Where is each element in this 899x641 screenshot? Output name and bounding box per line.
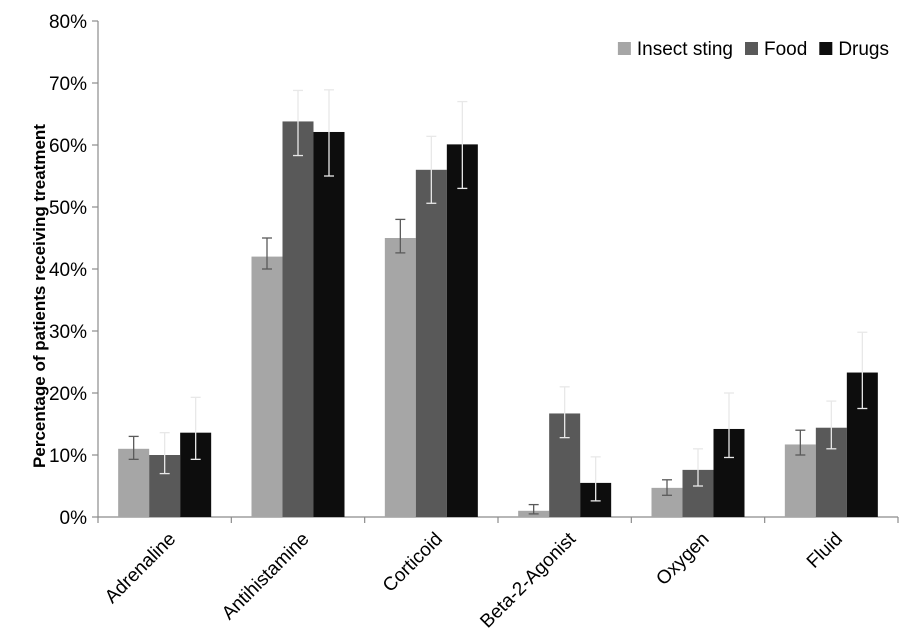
bars-group bbox=[118, 121, 878, 518]
y-axis-label: Percentage of patients receiving treatme… bbox=[30, 124, 49, 468]
error-bars-group bbox=[128, 89, 868, 515]
x-category-label: Antihistamine bbox=[218, 529, 314, 625]
y-tick-label: 80% bbox=[49, 12, 87, 33]
bar bbox=[384, 238, 416, 517]
bar bbox=[313, 131, 345, 518]
x-category-label: Beta-2-Agonist bbox=[476, 528, 580, 632]
legend-swatch bbox=[819, 42, 833, 55]
bar bbox=[784, 444, 816, 517]
legend-swatch bbox=[617, 42, 631, 55]
legend: Insect sting Food Drugs bbox=[617, 39, 889, 60]
y-tick-label: 20% bbox=[49, 384, 87, 405]
legend-label: Insect sting bbox=[637, 39, 733, 60]
x-category-label: Adrenaline bbox=[101, 529, 180, 608]
y-tick-label: 10% bbox=[49, 446, 87, 467]
y-tick-label: 60% bbox=[49, 136, 87, 157]
bar bbox=[251, 256, 283, 517]
x-category-label: Corticoid bbox=[379, 529, 447, 597]
x-axis: Adrenaline Antihistamine Corticoid Beta-2-A… bbox=[97, 516, 899, 632]
x-category-label: Fluid bbox=[803, 529, 847, 573]
bar bbox=[118, 448, 150, 517]
y-tick-label: 70% bbox=[49, 74, 87, 95]
y-tick-label: 50% bbox=[49, 198, 87, 219]
legend-swatch bbox=[745, 42, 758, 55]
bar bbox=[282, 121, 314, 517]
bar bbox=[446, 144, 478, 517]
x-category-label: Oxygen bbox=[652, 529, 713, 590]
bar bbox=[415, 169, 447, 518]
y-tick-label: 40% bbox=[49, 260, 87, 281]
y-axis: 0% 10% 20% 30% 40% 50% 60% 70% 80% bbox=[49, 12, 99, 529]
legend-label: Drugs bbox=[838, 39, 889, 60]
y-tick-label: 0% bbox=[60, 508, 88, 529]
legend-label: Food bbox=[764, 39, 807, 60]
y-tick-label: 30% bbox=[49, 322, 87, 343]
